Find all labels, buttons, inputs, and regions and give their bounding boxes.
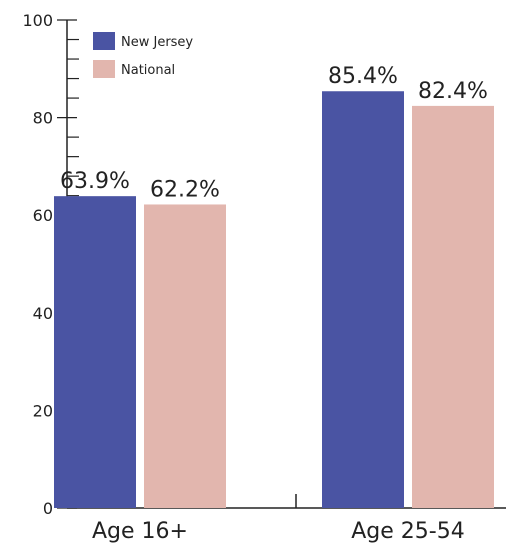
y-tick-label: 40	[33, 304, 53, 323]
legend-label: New Jersey	[121, 35, 193, 50]
y-tick-label: 20	[33, 401, 53, 420]
category-labels: Age 16+ Age 25-54	[92, 519, 465, 544]
y-tick-label: 100	[22, 11, 53, 30]
bar-value-label: 85.4%	[328, 64, 398, 89]
legend-swatch	[93, 60, 115, 78]
legend: New Jersey National	[93, 32, 193, 78]
bar-value-label: 82.4%	[418, 79, 488, 104]
x-category-label: Age 16+	[92, 519, 188, 544]
legend-swatch	[93, 32, 115, 50]
bar-value-label: 63.9%	[60, 169, 130, 194]
bar-new-jersey	[54, 196, 136, 508]
bar-value-label: 62.2%	[150, 177, 220, 202]
bar-new-jersey	[322, 91, 404, 509]
y-tick-label: 60	[33, 206, 53, 225]
bars	[54, 91, 494, 509]
y-tick-label: 80	[33, 109, 53, 128]
x-category-label: Age 25-54	[351, 519, 464, 544]
bar-labels: 63.9% 62.2% 85.4% 82.4%	[60, 64, 488, 202]
y-tick-label: 0	[43, 499, 53, 518]
legend-label: National	[121, 63, 175, 78]
bar-national	[412, 105, 494, 508]
bar-national	[144, 204, 226, 509]
